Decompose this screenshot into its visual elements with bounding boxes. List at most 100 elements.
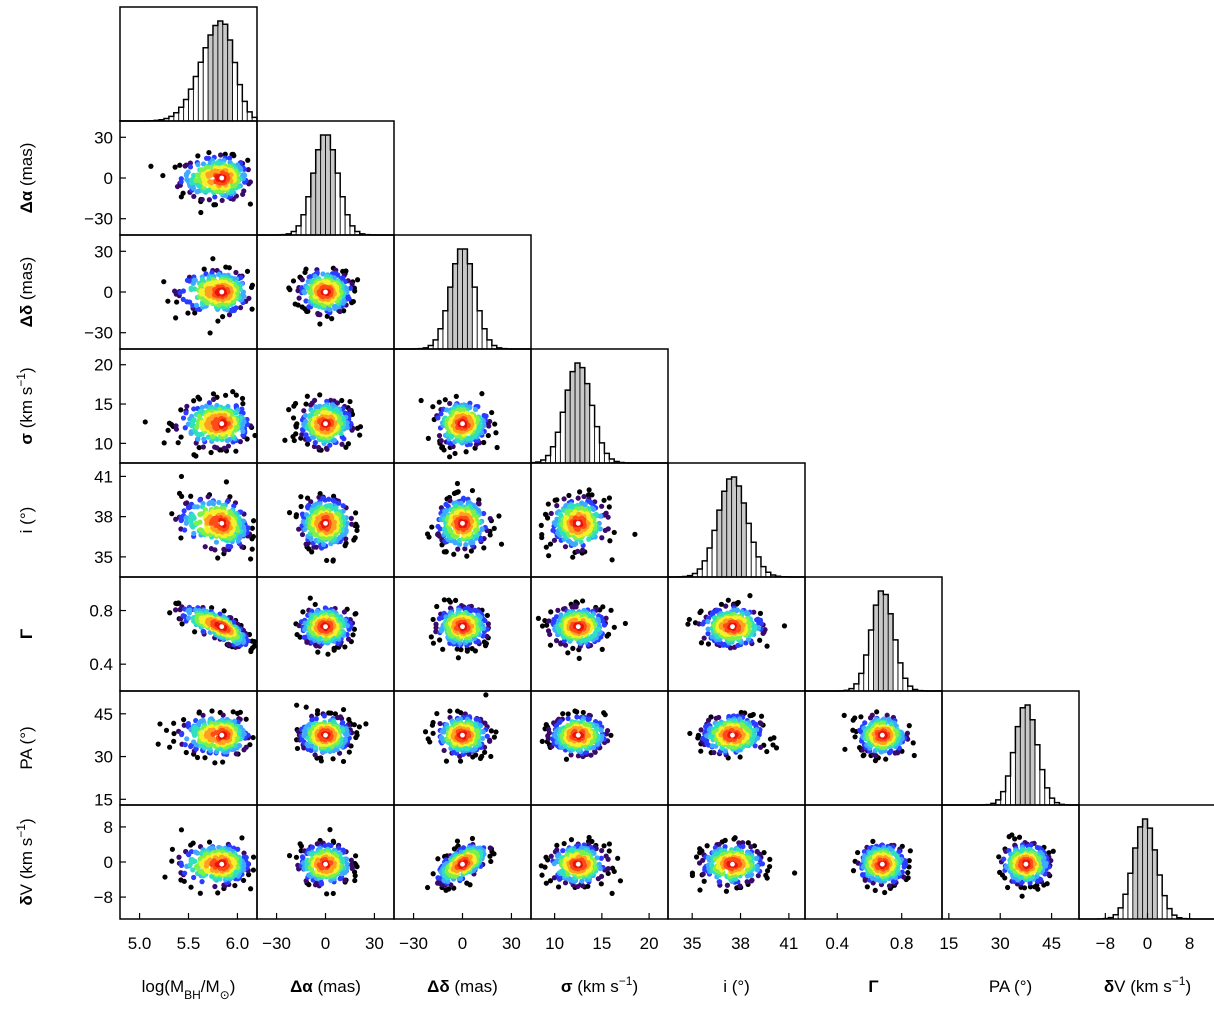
scatter-point <box>607 538 613 544</box>
scatter-point <box>611 624 617 630</box>
scatter-point <box>198 527 205 533</box>
scatter-point <box>340 503 346 509</box>
scatter-point <box>429 524 435 530</box>
hist-bar-ddelta-7 <box>428 345 434 349</box>
scatter-point <box>226 312 233 318</box>
scatter-point <box>196 444 202 451</box>
scatter-point <box>177 162 183 168</box>
scatter-point <box>217 152 224 158</box>
scatter-point <box>492 421 498 427</box>
scatter-point <box>191 530 197 536</box>
scatter-point <box>191 398 197 404</box>
scatter-point <box>239 423 245 429</box>
scatter-point <box>298 494 304 500</box>
scatter-point <box>245 167 251 173</box>
scatter-point <box>485 432 491 439</box>
scatter-point <box>206 197 212 203</box>
scatter-point <box>187 164 194 170</box>
scatter-point <box>426 534 432 540</box>
hist-bar-ddelta-8 <box>433 339 439 349</box>
scatter-point <box>233 269 239 276</box>
hist-bar-logM-19 <box>212 25 218 121</box>
scatter-point <box>609 557 615 563</box>
scatter-point <box>233 448 239 454</box>
scatter-point <box>418 397 424 404</box>
scatter-point <box>206 155 212 161</box>
scatter-point <box>330 557 336 563</box>
scatter-point <box>329 316 335 322</box>
hist-bar-ddelta-12 <box>452 263 458 349</box>
scatter-point <box>498 541 505 547</box>
hist-bar-logM-18 <box>208 34 213 121</box>
y-tick-label: 0 <box>104 169 113 188</box>
scatter-point <box>348 515 354 521</box>
best-fit-marker <box>219 624 225 630</box>
scatter-point <box>298 503 304 510</box>
scatter-point <box>148 163 154 169</box>
scatter-point <box>192 629 198 635</box>
scatter-point <box>182 163 188 169</box>
scatter-point <box>303 432 309 438</box>
y-tick-label: 10 <box>94 434 113 453</box>
scatter-point <box>545 628 552 634</box>
hist-bar-dalpha-9 <box>301 214 306 235</box>
scatter-point <box>441 597 447 603</box>
y-tick-label: 15 <box>94 395 113 414</box>
scatter-point <box>481 639 487 645</box>
hist-bar-logM-15 <box>193 76 199 121</box>
scatter-point <box>223 392 229 398</box>
scatter-point <box>205 434 211 440</box>
scatter-point <box>454 646 460 652</box>
scatter-point <box>201 436 207 442</box>
scatter-point <box>352 611 358 617</box>
hist-bar-ddelta-9 <box>438 328 443 349</box>
scatter-point <box>547 541 554 547</box>
scatter-point <box>142 419 148 425</box>
scatter-point <box>198 209 204 216</box>
best-fit-marker <box>323 421 328 427</box>
scatter-panel-incl-vs-ddelta <box>393 462 532 578</box>
histogram-panel-logM <box>119 6 258 122</box>
scatter-point <box>566 492 572 499</box>
scatter-point <box>608 607 614 613</box>
scatter-point <box>443 549 449 555</box>
scatter-point <box>484 612 490 619</box>
hist-bar-incl-13 <box>731 477 737 577</box>
best-fit-marker <box>460 421 465 427</box>
scatter-point <box>180 190 186 196</box>
scatter-point <box>210 391 217 397</box>
scatter-point <box>548 609 554 615</box>
scatter-point <box>290 415 297 421</box>
scatter-point <box>562 544 569 550</box>
scatter-panel-incl-vs-sigma <box>530 462 669 578</box>
scatter-point <box>554 503 560 509</box>
hist-bar-ddelta-13 <box>457 249 463 349</box>
scatter-point <box>207 165 214 171</box>
hist-bar-ddelta-11 <box>447 287 453 349</box>
scatter-point <box>180 296 186 303</box>
hist-bar-dalpha-20 <box>354 231 360 235</box>
scatter-point <box>160 172 166 179</box>
scatter-point <box>177 607 183 613</box>
scatter-point <box>185 310 191 316</box>
scatter-point <box>195 162 201 168</box>
scatter-point <box>178 517 185 523</box>
scatter-point <box>187 160 193 166</box>
hist-bar-dalpha-17 <box>340 196 346 235</box>
scatter-point <box>469 646 475 652</box>
y-tick-label: 38 <box>94 508 113 527</box>
scatter-point <box>210 256 216 262</box>
hist-bar-logM-16 <box>198 62 204 121</box>
scatter-point <box>433 625 439 631</box>
hist-bar-dalpha-14 <box>325 135 331 235</box>
scatter-point <box>481 412 487 419</box>
best-fit-marker <box>323 624 328 630</box>
hist-bar-dalpha-8 <box>296 225 302 235</box>
scatter-panel-ddelta-vs-dalpha <box>256 234 395 350</box>
scatter-point <box>173 315 179 321</box>
scatter-point <box>307 595 313 601</box>
scatter-point <box>487 515 493 522</box>
scatter-point <box>451 490 458 497</box>
